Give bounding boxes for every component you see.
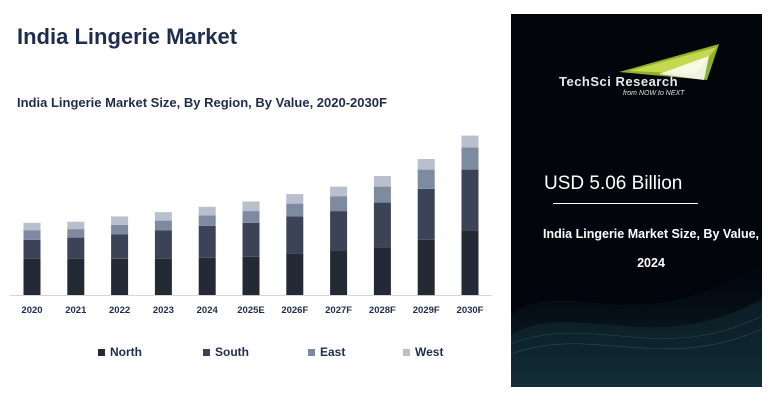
chart-subtitle: India Lingerie Market Size, By Region, B…	[17, 95, 387, 110]
bar-west-2025E	[242, 201, 260, 212]
bar-east-2030F	[461, 147, 479, 170]
bar-east-2024	[198, 215, 216, 226]
bar-north-2025E	[242, 256, 260, 296]
bar-east-2027F	[330, 196, 348, 212]
legend-item-west: West	[403, 345, 463, 359]
bar-west-2020	[23, 222, 41, 231]
x-tick-label: 2021	[65, 305, 87, 316]
bar-west-2027F	[330, 186, 348, 197]
chart-legend: North South East West	[98, 345, 463, 359]
brand-name: TechSci Research	[559, 74, 679, 89]
legend-swatch	[403, 348, 410, 356]
brand-logo: TechSci Research from NOW to NEXT	[559, 44, 729, 104]
bar-south-2027F	[330, 211, 348, 251]
bar-west-2030F	[461, 135, 479, 148]
bar-north-2022	[111, 258, 129, 295]
brand-tagline: from NOW to NEXT	[623, 90, 685, 97]
x-tick-label: 2026F	[281, 305, 308, 316]
bar-south-2029F	[417, 188, 435, 240]
legend-label: East	[320, 345, 346, 359]
bar-west-2022	[111, 216, 129, 225]
legend-swatch	[308, 348, 315, 356]
bar-north-2020	[23, 258, 41, 295]
legend-swatch	[203, 348, 210, 356]
legend-item-south: South	[203, 345, 308, 359]
bar-south-2028F	[373, 202, 391, 248]
info-panel: TechSci Research from NOW to NEXT USD 5.…	[511, 14, 762, 387]
wave-background-graphic	[511, 264, 762, 387]
bar-west-2023	[154, 212, 172, 221]
bar-south-2026F	[286, 216, 304, 254]
bar-west-2028F	[373, 176, 391, 187]
bar-south-2023	[154, 230, 172, 259]
x-tick-label: 2027F	[325, 305, 352, 316]
bar-south-2030F	[461, 169, 479, 231]
bar-north-2021	[67, 258, 85, 295]
bar-south-2022	[111, 234, 129, 259]
bar-south-2025E	[242, 222, 260, 257]
bar-east-2023	[154, 220, 172, 231]
bar-north-2027F	[330, 250, 348, 295]
legend-swatch	[98, 348, 105, 356]
bar-east-2025E	[242, 211, 260, 223]
kpi-caption: India Lingerie Market Size, By Value, 20…	[542, 227, 760, 270]
bar-east-2021	[67, 229, 85, 238]
bar-east-2028F	[373, 186, 391, 203]
x-tick-label: 2020	[21, 305, 42, 316]
x-tick-labels: 2020 2021 2022 2023 2024 2025E 2026F 2027F 2028F…	[21, 305, 483, 316]
stacked-bar-chart: 2020 2021 2022 2023 2024 2025E 2026F 2027F 2028F…	[10, 135, 492, 316]
bar-east-2020	[23, 230, 41, 240]
x-tick-label: 2022	[109, 305, 130, 316]
legend-item-north: North	[98, 345, 203, 359]
bar-east-2029F	[417, 169, 435, 189]
bar-west-2029F	[417, 159, 435, 170]
page-title: India Lingerie Market	[17, 24, 238, 49]
bar-north-2026F	[286, 253, 304, 295]
legend-label: West	[415, 345, 444, 359]
logo-triangle-icon	[619, 44, 719, 80]
bar-east-2026F	[286, 203, 304, 217]
legend-label: South	[215, 345, 249, 359]
bar-north-2024	[198, 257, 216, 295]
kpi-divider	[553, 203, 698, 204]
bar-west-2026F	[286, 194, 304, 204]
bar-group	[23, 135, 479, 296]
x-tick-label: 2023	[153, 305, 174, 316]
x-tick-label: 2030F	[457, 305, 484, 316]
x-tick-label: 2028F	[369, 305, 396, 316]
bar-south-2020	[23, 239, 41, 259]
bar-north-2028F	[373, 247, 391, 295]
bar-west-2021	[67, 221, 85, 230]
kpi-value: USD 5.06 Billion	[544, 173, 683, 194]
legend-label: North	[110, 345, 142, 359]
bar-south-2024	[198, 225, 216, 258]
bar-south-2021	[67, 237, 85, 259]
bar-north-2029F	[417, 239, 435, 296]
x-tick-label: 2029F	[413, 305, 440, 316]
x-tick-label: 2025E	[237, 305, 264, 316]
bar-north-2030F	[461, 230, 479, 295]
bar-west-2024	[198, 206, 216, 216]
legend-item-east: East	[308, 345, 403, 359]
bar-east-2022	[111, 224, 129, 235]
x-tick-label: 2024	[197, 305, 219, 316]
bar-north-2023	[154, 258, 172, 295]
